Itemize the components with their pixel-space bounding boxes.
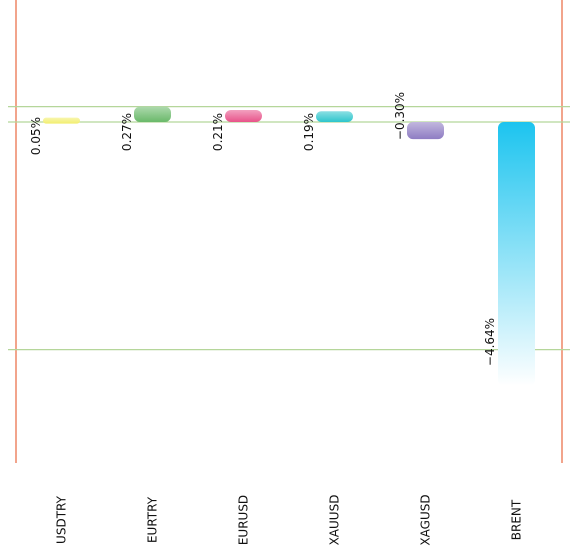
value-labels: 0.05% 0.27% 0.21% 0.19% −0.30% −4.64% (29, 92, 497, 366)
bar-xauusd (316, 111, 353, 122)
category-label-eurtry: EURTRY (146, 496, 160, 543)
bar-eurusd (225, 110, 262, 122)
category-label-eurusd: EURUSD (237, 495, 251, 545)
bar-usdtry (43, 117, 80, 124)
value-label-eurusd: 0.21% (211, 113, 225, 151)
category-label-usdtry: USDTRY (55, 495, 69, 544)
gridlines (8, 106, 570, 351)
value-label-usdtry: 0.05% (29, 117, 43, 155)
category-label-xagusd: XAGUSD (419, 494, 433, 545)
category-label-brent: BRENT (510, 499, 524, 540)
value-label-eurtry: 0.27% (120, 113, 134, 151)
value-label-xagusd: −0.30% (393, 92, 407, 140)
category-label-xauusd: XAUUSD (328, 495, 342, 546)
bar-eurtry (134, 106, 171, 122)
category-labels: USDTRY EURTRY EURUSD XAUUSD XAGUSD BRENT (55, 494, 524, 545)
bars (43, 106, 535, 387)
value-label-brent: −4.64% (483, 318, 497, 366)
bar-xagusd (407, 122, 444, 140)
value-label-xauusd: 0.19% (302, 113, 316, 151)
bar-brent (498, 122, 535, 387)
